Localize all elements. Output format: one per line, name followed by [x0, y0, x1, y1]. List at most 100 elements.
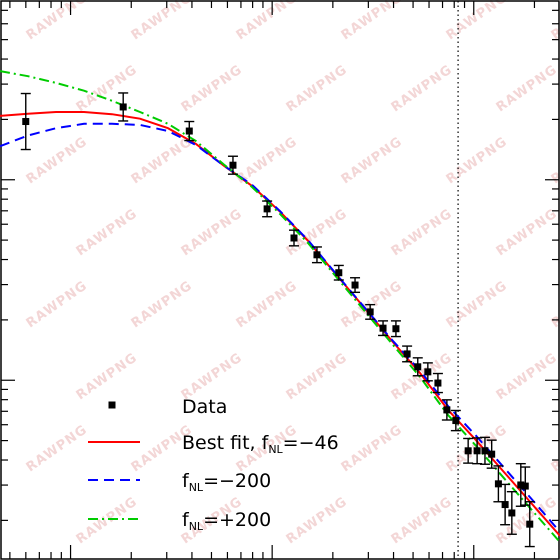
watermark-text: RAWPNG	[74, 494, 141, 547]
watermark-text: RAWPNG	[389, 494, 456, 547]
data-point	[390, 320, 401, 338]
watermark-text: RAWPNG	[389, 62, 456, 115]
legend-label: fNL=−200	[182, 470, 271, 494]
watermark-text: RAWPNG	[494, 62, 560, 115]
watermark-text: RAWPNG	[494, 206, 560, 259]
watermark-text: RAWPNG	[24, 0, 91, 43]
point-marker	[473, 447, 481, 455]
watermark-text: RAWPNG	[129, 0, 196, 43]
point-marker	[263, 205, 271, 213]
data-point	[311, 246, 322, 264]
watermark-text: RAWPNG	[129, 134, 196, 187]
legend-item: Best fit, fNL=−46	[88, 432, 339, 456]
legend-label: fNL=+200	[182, 509, 271, 533]
legend: Data Best fit, fNL=−46 fNL=−200 fNL=+200	[88, 396, 339, 533]
point-marker	[392, 325, 400, 333]
data-point	[227, 155, 238, 175]
point-marker	[452, 417, 460, 425]
data-point	[20, 92, 31, 151]
watermark-text: RAWPNG	[74, 206, 141, 259]
legend-item: fNL=+200	[88, 509, 271, 533]
data-point	[402, 345, 413, 363]
data-point	[524, 501, 535, 548]
point-marker	[521, 482, 529, 490]
watermark-text: RAWPNG	[339, 422, 406, 475]
data-point	[365, 303, 376, 320]
data-point	[520, 466, 531, 506]
point-marker	[481, 447, 489, 455]
series-line-solid	[0, 111, 560, 537]
point-marker	[379, 324, 387, 332]
point-marker	[351, 281, 359, 289]
data-point	[412, 357, 423, 377]
watermark-text: RAWPNG	[444, 134, 511, 187]
point-marker	[517, 481, 525, 489]
legend-item: fNL=−200	[88, 470, 271, 494]
data-point	[262, 200, 273, 218]
data-point	[432, 372, 443, 394]
legend-marker	[108, 401, 116, 409]
legend-label: Data	[182, 396, 227, 418]
data-point	[350, 277, 361, 294]
data-point	[441, 399, 452, 421]
point-marker	[229, 161, 237, 169]
watermark-text: RAWPNG	[494, 350, 560, 403]
watermark-text: RAWPNG	[179, 62, 246, 115]
point-marker	[464, 447, 472, 455]
point-marker	[501, 501, 509, 509]
series-line-dashdot	[0, 70, 560, 543]
point-marker	[434, 379, 442, 387]
point-marker	[494, 480, 502, 488]
data-point	[500, 483, 511, 526]
watermark-text: RAWPNG	[444, 278, 511, 331]
series-line-dashed	[0, 122, 560, 533]
watermark-text: RAWPNG	[284, 62, 351, 115]
data-point	[506, 490, 517, 535]
data-point	[515, 462, 526, 507]
point-marker	[335, 269, 343, 277]
data-point	[184, 120, 195, 142]
point-marker	[119, 103, 127, 111]
data-point	[486, 439, 497, 469]
watermark-text: RAWPNG	[234, 0, 301, 43]
watermark-text: RAWPNG	[129, 278, 196, 331]
data-point	[450, 409, 461, 432]
point-marker	[424, 368, 432, 376]
point-marker	[22, 118, 30, 126]
data-points	[20, 92, 535, 548]
watermark: RAWPNG RAWPNG RAWPNG RAWPNG RAWPNG RAWPNG RAWP…	[24, 0, 560, 547]
watermark-text: RAWPNG	[339, 134, 406, 187]
point-marker	[443, 406, 451, 414]
watermark-text: RAWPNG	[179, 206, 246, 259]
point-marker	[366, 308, 374, 316]
watermark-text: RAWPNG	[24, 278, 91, 331]
watermark-text: RAWPNG	[339, 0, 406, 43]
point-marker	[508, 509, 516, 517]
point-marker	[403, 350, 411, 358]
watermark-text: RAWPNG	[24, 422, 91, 475]
legend-label: Best fit, fNL=−46	[182, 432, 339, 456]
watermark-text: RAWPNG	[234, 278, 301, 331]
point-marker	[414, 363, 422, 371]
data-point	[289, 229, 299, 247]
point-marker	[488, 450, 496, 458]
watermark-text: RAWPNG	[74, 350, 141, 403]
data-point	[333, 264, 344, 281]
data-point	[378, 320, 389, 337]
data-point	[422, 362, 433, 382]
watermark-text: RAWPNG	[284, 350, 351, 403]
point-marker	[313, 251, 321, 259]
watermark-text: RAWPNG	[284, 494, 351, 547]
point-marker	[526, 520, 534, 528]
watermark-text: RAWPNG	[24, 134, 91, 187]
data-point	[118, 92, 129, 122]
data-point	[479, 436, 490, 465]
model-curves	[0, 70, 560, 543]
legend-item: Data	[108, 396, 227, 418]
data-point	[463, 437, 474, 464]
point-marker	[290, 234, 298, 242]
watermark-text: RAWPNG	[389, 206, 456, 259]
